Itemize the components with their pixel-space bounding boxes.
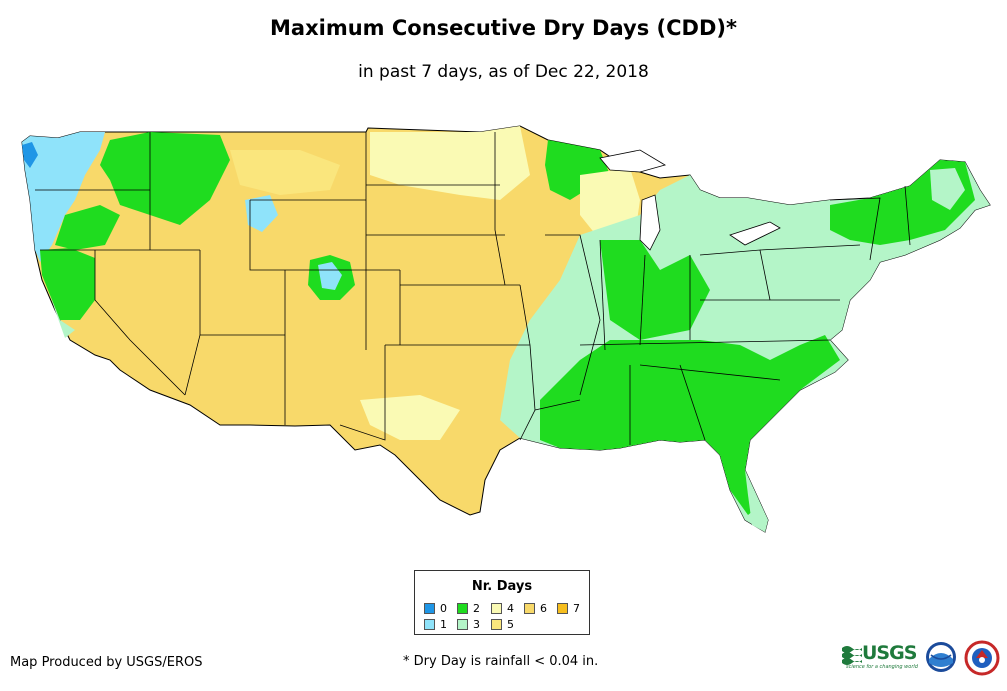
legend-label: 7 — [573, 602, 580, 615]
legend: Nr. Days 0 1 2 3 4 5 6 7 — [414, 570, 590, 635]
noaa-logo-icon — [926, 642, 956, 672]
legend-swatch — [491, 603, 502, 614]
zone-2-day-ohio-valley — [600, 240, 710, 340]
state-boundaries — [35, 132, 911, 445]
legend-swatch — [457, 603, 468, 614]
map-credit: Map Produced by USGS/EROS — [10, 655, 203, 670]
legend-label: 1 — [440, 618, 447, 631]
lake-erie — [729, 221, 781, 246]
zone-1-day-wyoming — [245, 195, 278, 232]
legend-swatch — [491, 619, 502, 630]
legend-item-3: 3 — [457, 618, 480, 631]
us-dry-days-map — [21, 125, 991, 533]
zone-4-day-montana — [230, 150, 340, 195]
zone-0-day-olympic — [22, 142, 38, 168]
lake-michigan — [639, 194, 661, 251]
zone-4-day-northern-plains — [370, 126, 530, 200]
legend-label: 4 — [507, 602, 514, 615]
legend-item-5: 5 — [491, 618, 514, 631]
legend-item-4: 4 — [491, 602, 514, 615]
zone-3-day-ncal-coast — [50, 295, 75, 338]
legend-swatch — [457, 619, 468, 630]
zone-2-day-southeast — [540, 335, 840, 515]
legend-swatch — [524, 603, 535, 614]
dry-day-footnote: * Dry Day is rainfall < 0.04 in. — [403, 654, 599, 669]
legend-label: 5 — [507, 618, 514, 631]
zone-2-day-ncal — [40, 248, 95, 320]
lake-superior — [599, 149, 667, 173]
usgs-logo-icon: USGS science for a changing world — [842, 642, 920, 672]
usgs-wordmark: USGS — [862, 642, 917, 664]
legend-swatch — [424, 619, 435, 630]
usgs-wave-icon — [842, 646, 862, 665]
map-title: Maximum Consecutive Dry Days (CDD)* — [270, 16, 737, 40]
legend-label: 0 — [440, 602, 447, 615]
legend-label: 3 — [473, 618, 480, 631]
legend-swatch — [424, 603, 435, 614]
usgs-tagline: science for a changing world — [846, 664, 918, 670]
legend-label: 6 — [540, 602, 547, 615]
zone-3-day-new-england — [930, 168, 965, 210]
legend-swatch — [557, 603, 568, 614]
zone-3-day-florida — [745, 470, 768, 532]
nws-logo-icon — [964, 640, 1000, 676]
legend-label: 2 — [473, 602, 480, 615]
zone-1-day-pacific-northwest — [22, 132, 105, 262]
zone-2-day-oregon — [55, 205, 120, 250]
legend-item-2: 2 — [457, 602, 480, 615]
legend-item-6: 6 — [524, 602, 547, 615]
legend-item-7: 7 — [557, 602, 580, 615]
legend-title: Nr. Days — [471, 579, 533, 594]
map-subtitle: in past 7 days, as of Dec 22, 2018 — [358, 62, 649, 82]
zone-2-day-northern-rockies — [100, 132, 230, 225]
legend-item-1: 1 — [424, 618, 447, 631]
legend-item-0: 0 — [424, 602, 447, 615]
zone-1-day-colorado — [318, 262, 342, 290]
